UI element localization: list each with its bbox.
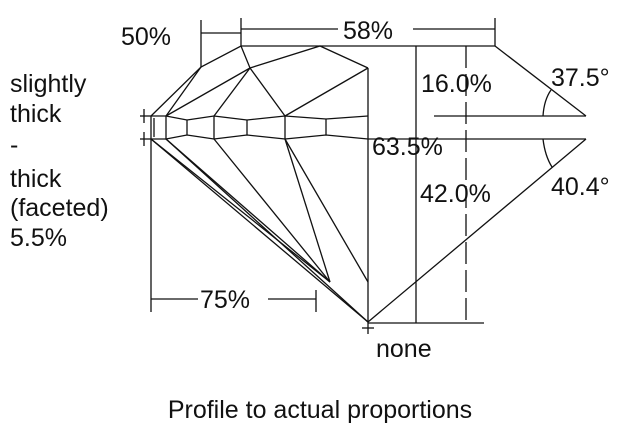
crown-height-label: 16.0% [421, 70, 492, 98]
crown-outline [150, 45, 495, 322]
total-depth-label: 63.5% [372, 133, 443, 161]
pavilion-depth-label: 42.0% [420, 180, 491, 208]
pavilion-outline [150, 138, 374, 334]
culet-label: none [376, 335, 432, 363]
crown-angle-label: 37.5° [551, 64, 610, 92]
star-length-label: 50% [121, 23, 171, 51]
girdle-label-line: thick [10, 100, 62, 128]
caption: Profile to actual proportions [168, 396, 472, 424]
girdle-label-line: slightly [10, 70, 87, 98]
lower-half-label: 75% [200, 286, 250, 314]
pavilion-angle-label: 40.4° [551, 173, 610, 201]
girdle-label: slightly thick - thick (faceted) 5.5% [10, 70, 109, 252]
dimension-lines [150, 18, 587, 324]
girdle-label-line: (faceted) [10, 194, 109, 222]
girdle [140, 109, 369, 146]
table-label: 58% [343, 17, 393, 45]
girdle-label-line: - [10, 131, 18, 159]
girdle-label-line: 5.5% [10, 224, 67, 252]
girdle-label-line: thick [10, 165, 62, 193]
